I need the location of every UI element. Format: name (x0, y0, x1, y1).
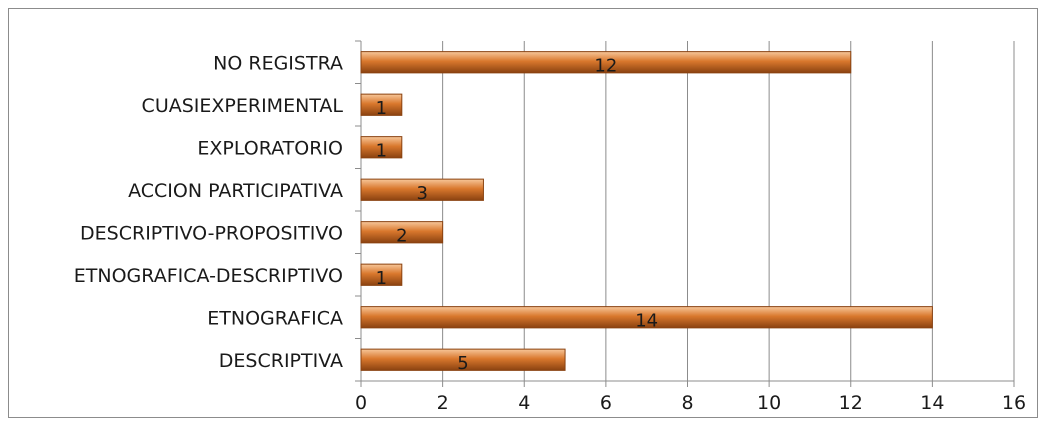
bar-accion-participativa (360, 178, 484, 201)
bar-exploratorio (360, 136, 403, 159)
x-tick-label-16: 16 (1002, 392, 1026, 414)
data-label-no-registra: 12 (594, 55, 617, 76)
x-tick-label-12: 12 (839, 392, 863, 414)
category-label-etnografica: ETNOGRAFICA (207, 307, 343, 329)
bar-etnografica-descriptivo (360, 263, 403, 286)
bar-cuasiexperimental (360, 93, 403, 116)
chart-frame: 0 2 4 6 8 10 12 14 16 NO REGISTRA 12 CUASIEXPERIMEN… (8, 8, 1038, 418)
bar-no-registra (360, 51, 852, 74)
category-label-cuasiexperimental: CUASIEXPERIMENTAL (142, 95, 344, 117)
bars (360, 51, 933, 371)
x-tick-label-4: 4 (518, 392, 530, 414)
data-label-cuasiexperimental: 1 (376, 98, 387, 119)
data-label-exploratorio: 1 (376, 140, 387, 161)
data-label-etnografica-descriptivo: 1 (376, 268, 387, 289)
x-tick-label-6: 6 (600, 392, 612, 414)
axes (355, 40, 1015, 387)
x-tick-label-0: 0 (355, 392, 367, 414)
category-label-accion-participativa: ACCION PARTICIPATIVA (128, 180, 343, 202)
data-label-accion-participativa: 3 (416, 183, 427, 204)
bar-descriptivo-propositivo (360, 221, 444, 244)
category-label-descriptiva: DESCRIPTIVA (219, 350, 343, 372)
bar-etnografica (360, 306, 933, 329)
x-tick-label-10: 10 (757, 392, 781, 414)
x-tick-label-14: 14 (920, 392, 944, 414)
gridlines (442, 41, 1015, 381)
category-label-descriptivo-propositivo: DESCRIPTIVO-PROPOSITIVO (80, 222, 343, 244)
x-tick-label-2: 2 (437, 392, 449, 414)
bar-descriptiva (360, 348, 566, 371)
data-label-descriptivo-propositivo: 2 (396, 225, 407, 246)
category-label-etnografica-descriptivo: ETNOGRAFICA-DESCRIPTIVO (74, 265, 343, 287)
data-label-descriptiva: 5 (457, 353, 468, 374)
x-tick-label-8: 8 (681, 392, 693, 414)
data-label-etnografica: 14 (635, 310, 658, 331)
category-label-no-registra: NO REGISTRA (213, 52, 343, 74)
category-label-exploratorio: EXPLORATORIO (197, 137, 343, 159)
